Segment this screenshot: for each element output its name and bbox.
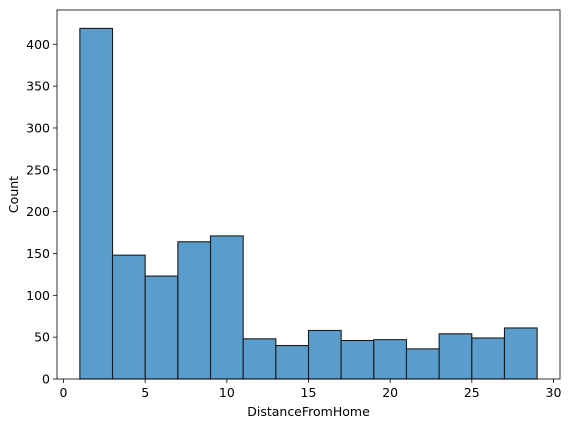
y-tick-label: 100 [26, 288, 50, 303]
x-tick-label: 0 [60, 385, 68, 400]
y-tick-label: 200 [26, 204, 50, 219]
histogram-bar [471, 337, 506, 380]
histogram-bar [405, 348, 440, 380]
y-tick-label: 400 [26, 37, 50, 52]
x-tick-label: 5 [141, 385, 149, 400]
x-axis: 0 5 10 15 20 25 30 [60, 379, 562, 400]
histogram-bar [209, 235, 244, 380]
x-tick-label: 20 [382, 385, 398, 400]
x-tick-label: 25 [464, 385, 480, 400]
histogram-bar [340, 339, 375, 380]
histogram-bar [177, 241, 212, 380]
histogram-bar [373, 339, 408, 380]
y-tick-label: 0 [42, 372, 50, 387]
histogram-bar [242, 338, 277, 380]
histogram-bar [111, 254, 146, 380]
y-axis-title: Count [6, 176, 21, 213]
y-tick-label: 300 [26, 120, 50, 135]
y-tick-label: 350 [26, 79, 50, 94]
y-axis: 0 50 100 150 200 250 300 350 400 [26, 37, 57, 387]
histogram-bar [307, 329, 342, 380]
x-tick-label: 15 [301, 385, 317, 400]
histogram-bar [144, 275, 179, 380]
histogram-bar [275, 344, 310, 380]
x-axis-title: DistanceFromHome [247, 404, 370, 419]
y-tick-label: 150 [26, 246, 50, 261]
histogram-bar [79, 27, 114, 380]
y-tick-label: 50 [34, 330, 50, 345]
histogram-bar [438, 333, 473, 380]
y-tick-label: 250 [26, 162, 50, 177]
bars-group [79, 27, 538, 380]
x-tick-label: 30 [546, 385, 562, 400]
x-tick-label: 10 [219, 385, 235, 400]
histogram-bar [503, 327, 538, 380]
